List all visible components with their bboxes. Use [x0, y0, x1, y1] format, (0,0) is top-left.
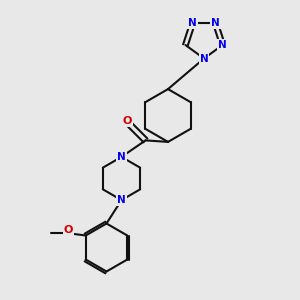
- Text: N: N: [188, 18, 197, 28]
- Text: O: O: [123, 116, 132, 126]
- Text: N: N: [211, 18, 220, 28]
- Text: N: N: [218, 40, 227, 50]
- Text: N: N: [117, 195, 126, 205]
- Text: N: N: [200, 53, 208, 64]
- Text: N: N: [117, 152, 126, 162]
- Text: O: O: [64, 225, 73, 235]
